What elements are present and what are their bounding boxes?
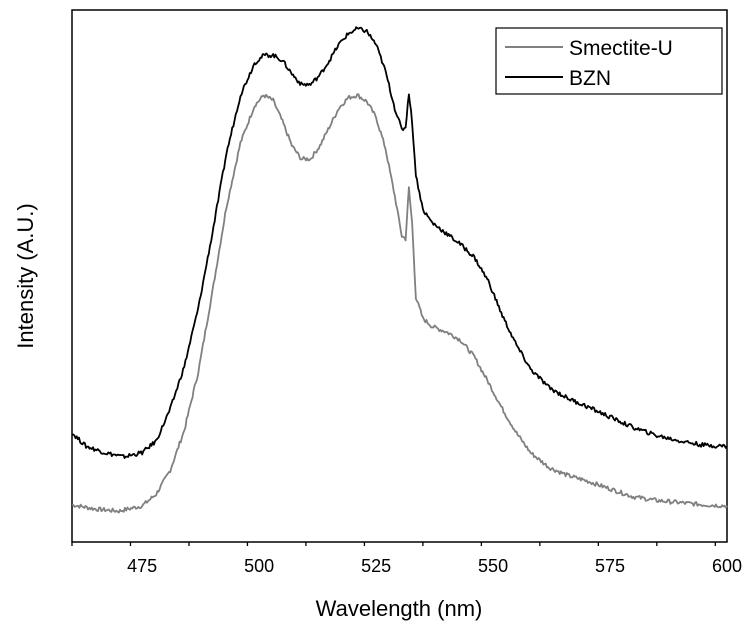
series-line-smectite-u <box>71 93 728 514</box>
plot-frame <box>71 9 728 543</box>
series-line-bzn <box>71 26 728 459</box>
x-tick-label: 550 <box>478 556 508 576</box>
x-tick-label: 525 <box>361 556 391 576</box>
series-layer <box>71 26 728 514</box>
x-tick-label: 500 <box>244 556 274 576</box>
legend-label-bzn: BZN <box>569 67 611 90</box>
legend-label-smectite-u: Smectite-U <box>569 37 673 60</box>
legend-box <box>495 27 723 95</box>
x-axis-ticks: 475 500 525 550 575 600 <box>71 542 742 576</box>
x-tick-label: 600 <box>712 556 742 576</box>
legend: Smectite-U BZN <box>495 27 723 95</box>
x-tick-label: 475 <box>127 556 157 576</box>
y-axis-label: Intensity (A.U.) <box>13 203 38 348</box>
x-axis-label: Wavelength (nm) <box>316 596 483 621</box>
x-tick-label: 575 <box>595 556 625 576</box>
